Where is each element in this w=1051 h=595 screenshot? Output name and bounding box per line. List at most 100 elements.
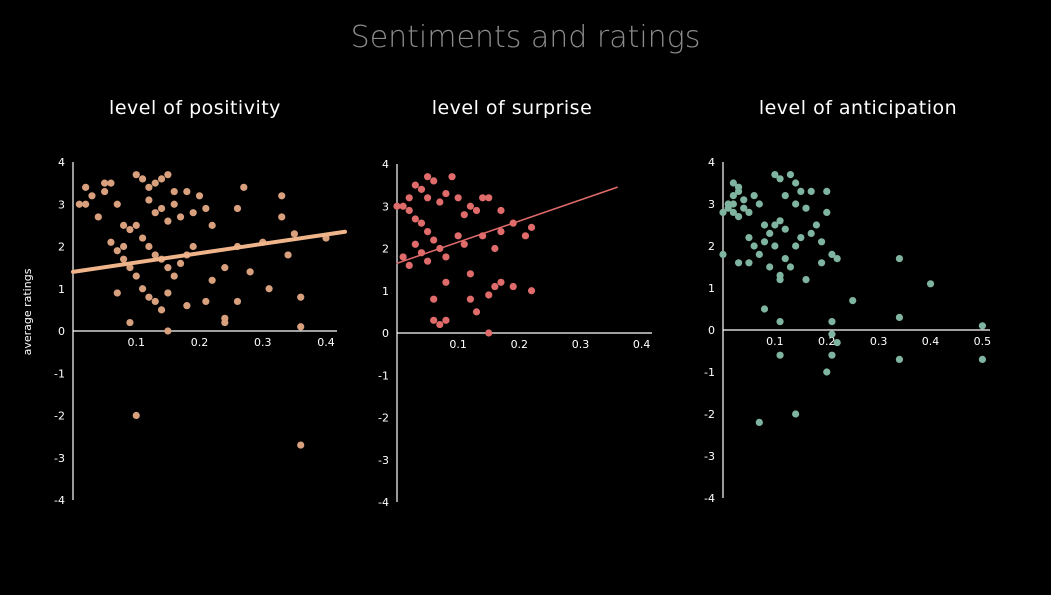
data-point [430,295,438,303]
data-point [734,213,743,221]
x-tick-label: 0.3 [254,336,272,349]
data-point [278,213,286,221]
x-tick-label: 0.3 [572,338,590,351]
data-point [176,213,185,221]
data-point [417,185,426,193]
data-point [729,200,737,208]
y-tick-label: 3 [58,198,65,211]
data-point [734,187,743,195]
data-point [151,209,159,217]
data-point [740,196,748,204]
data-point [423,228,432,236]
data-point [497,228,505,236]
data-point [466,270,474,278]
data-point [466,295,474,303]
data-point [430,316,438,324]
y-tick-label: -1 [54,367,65,380]
data-point [719,250,727,258]
data-point [509,282,517,291]
data-point [208,276,216,284]
data-point [176,259,185,267]
data-point [766,263,774,271]
y-tick-label: 3 [708,198,715,211]
data-point [183,302,191,310]
data-point [823,187,831,195]
data-point [113,247,121,255]
data-point [719,208,727,216]
data-point [233,297,242,306]
data-point [164,327,172,335]
data-point [755,250,763,258]
panel-title: level of positivity [109,97,281,119]
data-point [485,329,493,337]
data-point [817,238,826,246]
data-point [126,264,134,272]
data-point [94,213,102,221]
data-point [157,175,166,183]
data-point [417,219,426,227]
y-tick-label: -4 [704,492,715,505]
data-point [792,200,800,208]
y-tick-label: -2 [704,408,715,421]
data-point [411,240,419,248]
data-point [101,179,109,187]
data-point [132,221,140,229]
data-point [170,200,178,208]
data-point [472,206,481,215]
data-point [145,183,153,191]
data-point [157,306,166,314]
data-point [442,189,450,198]
y-tick-label: -3 [54,452,65,465]
data-point [776,276,784,284]
data-point [755,200,763,208]
data-point [183,187,191,196]
data-point [527,223,536,231]
data-point [729,179,737,187]
data-point [895,355,904,363]
data-point [812,221,820,229]
data-point [164,289,172,297]
data-point [107,179,115,187]
data-point [126,226,134,234]
data-point [430,236,438,244]
data-point [750,242,758,250]
data-point [208,221,216,229]
y-tick-label: 1 [708,282,715,295]
panel-title: level of surprise [432,97,593,119]
data-point [202,297,210,306]
data-point [750,192,758,200]
data-point [828,351,836,359]
scatter-panel-3: level of anticipation 4 3 2 1 0 -1 -2 -3 -4 0.1 0.2… [704,97,991,505]
y-tick-label: 4 [58,156,65,169]
data-point [132,272,140,280]
data-point [833,255,841,263]
y-tick-label: -4 [54,494,65,507]
data-point [797,187,805,195]
data-point [170,187,178,196]
data-point [755,418,763,426]
data-point [436,198,444,206]
data-point [760,238,769,246]
data-point [740,204,748,212]
y-tick-label: 0 [58,325,65,338]
data-point [138,175,147,183]
y-tick-label: -2 [54,410,65,423]
data-point [828,318,836,326]
data-point [221,264,229,272]
data-point [120,255,128,263]
data-point [485,291,493,299]
data-point [472,308,481,316]
y-tick-label: -1 [704,366,715,379]
data-point [113,289,121,297]
data-point [145,196,153,204]
data-point [895,255,904,263]
data-point [978,322,987,330]
data-point [101,187,109,196]
data-point [265,285,273,293]
scatter-panel-1: level of positivity 4 3 2 1 0 -1 -2 -3 -4 0.1 0.2 0.… [54,97,347,507]
data-point [145,293,153,301]
data-point [497,278,505,286]
data-point [745,259,753,267]
data-point [766,229,774,237]
data-point [436,320,444,329]
